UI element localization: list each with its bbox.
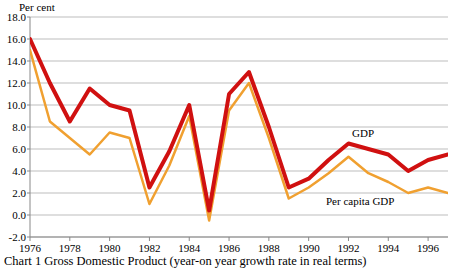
series-line: [30, 39, 448, 211]
x-tick-label: 1992: [337, 242, 359, 254]
x-tick: [388, 237, 389, 241]
grid-line: [30, 17, 448, 18]
y-tick-label: 6.0: [12, 143, 26, 155]
grid-line: [30, 127, 448, 128]
y-tick-label: 12.0: [7, 77, 27, 89]
x-tick: [109, 237, 110, 241]
x-tick-label: 1976: [19, 242, 42, 254]
x-tick: [30, 237, 31, 241]
y-tick-label: 2.0: [12, 187, 26, 199]
grid-line: [30, 105, 448, 106]
y-axis-label: Per cent: [19, 1, 55, 13]
y-tick-label: 16.0: [7, 33, 27, 45]
grid-line: [30, 237, 448, 238]
x-tick: [428, 237, 429, 241]
x-axis: [30, 237, 448, 238]
grid-line: [30, 39, 448, 40]
series-label: GDP: [352, 127, 374, 139]
grid-line: [30, 61, 448, 62]
x-tick: [308, 237, 309, 241]
grid-line: [30, 193, 448, 194]
series-label: Per capita GDP: [326, 195, 394, 207]
x-tick: [348, 237, 349, 241]
x-tick-label: 1982: [138, 242, 160, 254]
title: Chart 1 Gross Domestic Product (year-on …: [4, 254, 366, 268]
x-tick-label: 1984: [178, 242, 201, 254]
x-tick: [268, 237, 269, 241]
y-tick-label: 10.0: [7, 99, 27, 111]
plot-area: [30, 39, 448, 221]
x-tick-label: 1990: [298, 242, 321, 254]
x-tick-label: 1994: [377, 242, 400, 254]
grid-line: [30, 215, 448, 216]
chart: -2.00.02.04.06.08.010.012.014.016.018.01…: [0, 0, 464, 270]
y-tick-label: 14.0: [7, 55, 27, 67]
x-tick: [149, 237, 150, 241]
x-tick: [189, 237, 190, 241]
x-tick-label: 1986: [218, 242, 241, 254]
x-tick-label: 1988: [258, 242, 281, 254]
grid-line: [30, 171, 448, 172]
x-tick-label: 1996: [417, 242, 440, 254]
y-tick-label: 0.0: [12, 209, 26, 221]
y-tick-label: 8.0: [12, 121, 26, 133]
x-tick-label: 1978: [59, 242, 82, 254]
x-tick: [229, 237, 230, 241]
y-tick-label: 4.0: [12, 165, 26, 177]
x-tick-label: 1980: [99, 242, 122, 254]
x-tick: [69, 237, 70, 241]
series-line: [30, 50, 448, 221]
